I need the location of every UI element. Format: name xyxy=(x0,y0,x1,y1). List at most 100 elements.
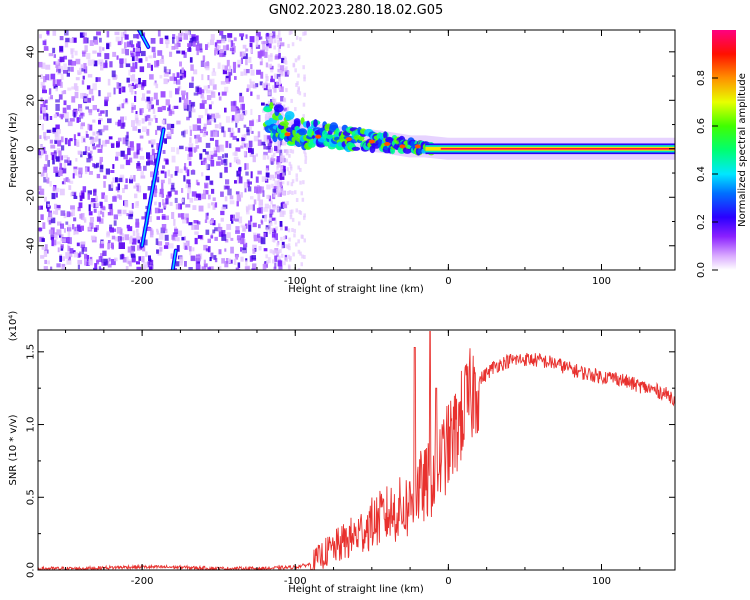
noise-cell xyxy=(278,265,283,270)
noise-cell xyxy=(226,59,230,67)
noise-cell xyxy=(216,39,222,44)
noise-cell xyxy=(284,235,288,240)
noise-cell xyxy=(99,156,103,163)
noise-cell xyxy=(189,248,192,256)
noise-cell xyxy=(52,187,57,192)
noise-cell xyxy=(68,59,73,66)
noise-cell xyxy=(150,64,153,71)
noise-cell xyxy=(125,49,129,56)
noise-cell xyxy=(69,138,73,142)
noise-cell xyxy=(187,48,192,52)
noise-cell xyxy=(182,130,186,138)
noise-cell xyxy=(140,171,144,176)
noise-cell xyxy=(111,143,115,148)
noise-cell xyxy=(63,155,69,159)
noise-cell xyxy=(54,139,58,144)
noise-cell xyxy=(182,216,187,224)
noise-cell xyxy=(63,178,66,185)
noise-cell xyxy=(282,172,285,177)
noise-cell xyxy=(142,126,147,132)
noise-cell xyxy=(115,36,120,42)
noise-cell xyxy=(221,91,227,96)
noise-cell xyxy=(291,149,295,154)
noise-cell xyxy=(262,43,266,50)
noise-cell xyxy=(173,219,176,226)
noise-cell xyxy=(93,227,98,232)
noise-cell xyxy=(235,255,239,260)
noise-cell xyxy=(225,78,230,84)
noise-cell xyxy=(303,74,306,79)
noise-cell xyxy=(82,32,87,36)
noise-cell xyxy=(278,162,281,167)
noise-cell xyxy=(173,76,177,84)
noise-cell xyxy=(90,235,96,241)
noise-cell xyxy=(274,55,280,60)
noise-cell xyxy=(122,188,125,193)
noise-cell xyxy=(272,209,275,213)
noise-cell xyxy=(246,88,249,92)
noise-cell xyxy=(73,134,76,140)
noise-cell xyxy=(61,145,65,151)
noise-cell xyxy=(104,96,109,102)
noise-cell xyxy=(246,84,251,91)
noise-cell xyxy=(286,181,290,186)
noise-cell xyxy=(219,144,225,152)
noise-cell xyxy=(225,140,229,148)
noise-cell xyxy=(195,138,199,144)
noise-cell xyxy=(170,174,173,178)
noise-cell xyxy=(194,224,199,230)
noise-cell xyxy=(215,115,218,119)
noise-cell xyxy=(288,190,292,195)
noise-cell xyxy=(290,30,293,35)
noise-cell xyxy=(96,260,100,265)
noise-cell xyxy=(276,205,280,210)
noise-cell xyxy=(62,107,67,114)
noise-cell xyxy=(48,229,53,235)
noise-cell xyxy=(133,152,139,159)
noise-cell xyxy=(109,208,114,216)
noise-cell xyxy=(255,83,259,88)
noise-cell xyxy=(90,139,95,145)
noise-cell xyxy=(275,226,278,231)
noise-cell xyxy=(78,104,83,112)
noise-cell xyxy=(183,175,186,182)
noise-cell xyxy=(48,88,52,95)
noise-cell xyxy=(264,215,267,222)
noise-cell xyxy=(90,198,96,203)
noise-cell xyxy=(69,180,74,184)
noise-cell xyxy=(239,96,244,103)
noise-cell xyxy=(217,226,223,232)
noise-cell xyxy=(79,32,85,38)
noise-cell xyxy=(116,55,119,60)
noise-cell xyxy=(69,118,75,122)
noise-cell xyxy=(266,135,272,142)
noise-cell xyxy=(156,249,159,254)
noise-cell xyxy=(43,131,47,139)
noise-cell xyxy=(303,238,306,243)
noise-cell xyxy=(253,199,257,205)
noise-cell xyxy=(267,141,272,147)
noise-cell xyxy=(142,93,146,99)
noise-cell xyxy=(276,242,279,247)
noise-cell xyxy=(52,159,55,165)
noise-cell xyxy=(299,167,302,172)
noise-cell xyxy=(241,103,245,111)
noise-cell xyxy=(241,138,246,142)
noise-cell xyxy=(209,257,212,262)
noise-cell xyxy=(73,192,76,196)
noise-cell xyxy=(46,177,50,184)
noise-cell xyxy=(59,36,64,41)
noise-cell xyxy=(56,241,62,245)
noise-cell xyxy=(271,97,275,102)
noise-cell xyxy=(200,93,204,99)
noise-cell xyxy=(140,175,146,179)
noise-cell xyxy=(278,255,281,260)
noise-cell xyxy=(221,206,226,210)
noise-cell xyxy=(159,37,164,44)
noise-cell xyxy=(220,81,226,85)
noise-cell xyxy=(221,230,226,237)
noise-cell xyxy=(135,218,140,226)
noise-cell xyxy=(192,169,195,173)
noise-cell xyxy=(268,43,272,49)
noise-cell xyxy=(159,59,165,64)
